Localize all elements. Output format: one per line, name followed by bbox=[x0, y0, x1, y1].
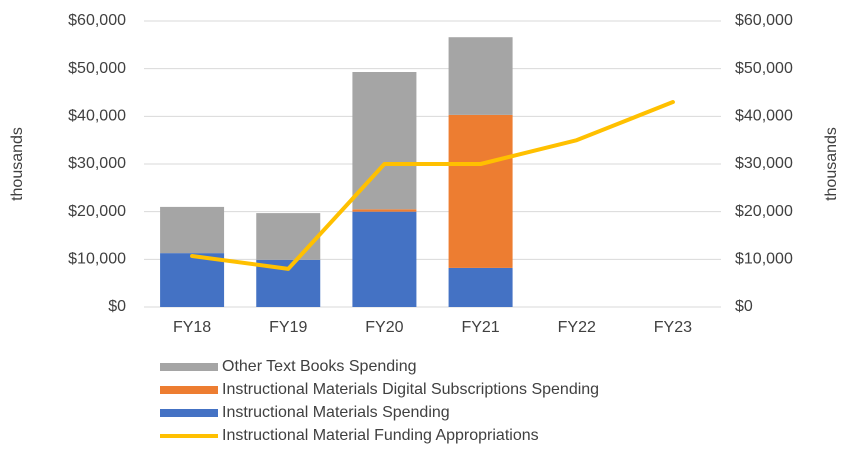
legend-swatch bbox=[160, 409, 218, 417]
legend-label: Instructional Material Funding Appropria… bbox=[222, 427, 539, 444]
y-tick-label: $50,000 bbox=[68, 60, 126, 77]
legend-label: Other Text Books Spending bbox=[222, 358, 417, 375]
y2-tick-label: $40,000 bbox=[735, 108, 793, 125]
x-tick-label: FY20 bbox=[365, 319, 403, 336]
bar bbox=[448, 114, 513, 268]
bar bbox=[448, 37, 513, 115]
y2-tick-label: $0 bbox=[735, 298, 753, 315]
y2-tick-label: $20,000 bbox=[735, 203, 793, 220]
y2-tick-label: $60,000 bbox=[735, 12, 793, 29]
bar bbox=[160, 206, 225, 254]
x-tick-label: FY23 bbox=[654, 319, 692, 336]
legend-swatch bbox=[160, 386, 218, 394]
legend-swatch bbox=[160, 363, 218, 371]
y2-tick-label: $50,000 bbox=[735, 60, 793, 77]
y-tick-label: $0 bbox=[108, 298, 126, 315]
x-tick-label: FY22 bbox=[558, 319, 596, 336]
y2-tick-label: $30,000 bbox=[735, 155, 793, 172]
bar bbox=[448, 267, 513, 307]
y-tick-label: $10,000 bbox=[68, 251, 126, 268]
line-series bbox=[190, 100, 675, 271]
legend-label: Instructional Materials Spending bbox=[222, 404, 450, 421]
bar bbox=[160, 253, 225, 307]
y-tick-label: $30,000 bbox=[68, 155, 126, 172]
legend-label: Instructional Materials Digital Subscrip… bbox=[222, 381, 599, 398]
bar bbox=[256, 213, 321, 260]
y2-axis-label: thousands bbox=[823, 127, 840, 201]
y-tick-label: $40,000 bbox=[68, 108, 126, 125]
x-tick-label: FY19 bbox=[269, 319, 307, 336]
y2-tick-label: $10,000 bbox=[735, 251, 793, 268]
x-tick-label: FY21 bbox=[461, 319, 499, 336]
bar bbox=[352, 209, 417, 212]
y-tick-label: $20,000 bbox=[68, 203, 126, 220]
x-tick-label: FY18 bbox=[173, 319, 211, 336]
y-tick-label: $60,000 bbox=[68, 12, 126, 29]
bar bbox=[352, 211, 417, 307]
y-axis-label: thousands bbox=[9, 127, 26, 201]
